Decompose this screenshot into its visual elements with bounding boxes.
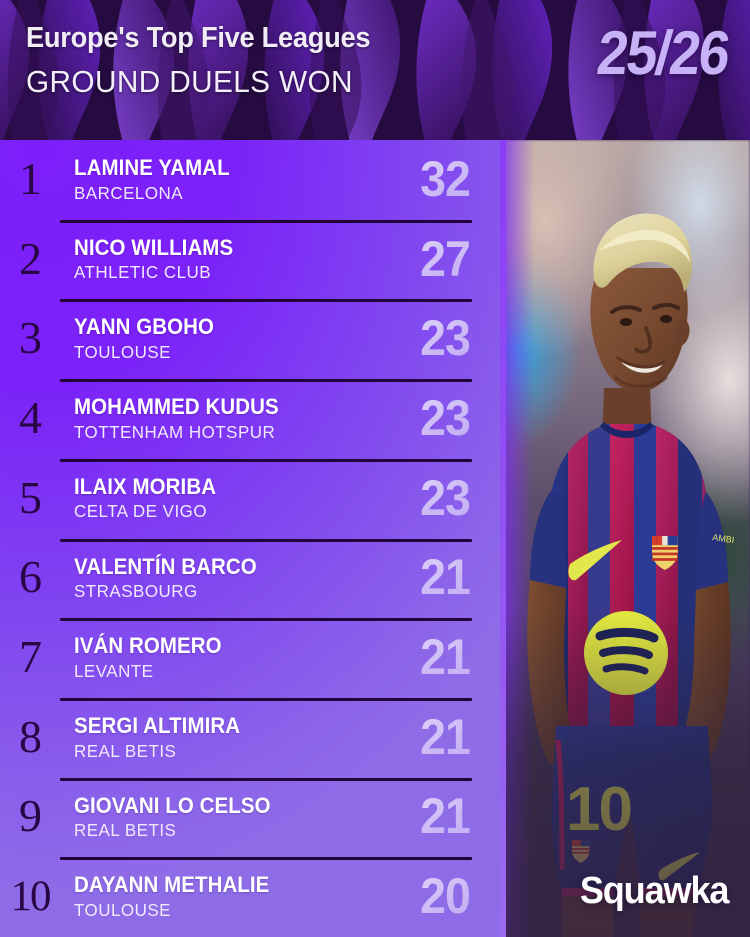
player-name: ILAIX MORIBA <box>74 473 217 499</box>
player-name: NICO WILLIAMS <box>74 234 234 260</box>
player-block: NICO WILLIAMS ATHLETIC CLUB <box>60 234 390 284</box>
stat-value: 23 <box>394 393 496 445</box>
club-name: CELTA DE VIGO <box>74 501 208 522</box>
player-block: GIOVANI LO CELSO REAL BETIS <box>60 792 390 842</box>
stat-value: 23 <box>394 313 496 365</box>
stat-value: 21 <box>394 791 496 843</box>
stat-value: 23 <box>394 473 496 525</box>
player-block: DAYANN METHALIE TOULOUSE <box>60 873 390 921</box>
club-name: REAL BETIS <box>74 820 177 841</box>
stat-value: 20 <box>394 871 496 923</box>
rank-number: 5 <box>19 471 42 523</box>
rank-number: 8 <box>19 710 42 762</box>
stat-value: 21 <box>394 632 496 684</box>
player-name: YANN GBOHO <box>74 314 215 340</box>
page-subtitle: Europe's Top Five Leagues <box>26 22 371 54</box>
table-row: 4 MOHAMMED KUDUS TOTTENHAM HOTSPUR 23 <box>0 379 500 459</box>
player-name: MOHAMMED KUDUS <box>74 394 279 420</box>
table-row: 8 SERGI ALTIMIRA REAL BETIS 21 <box>0 697 500 778</box>
rank-number: 9 <box>19 790 42 842</box>
player-photo-panel: AMBI 10 <box>500 140 750 937</box>
table-row: 5 ILAIX MORIBA CELTA DE VIGO 23 <box>0 458 500 539</box>
rank-number: 10 <box>10 872 52 920</box>
player-name: IVÁN ROMERO <box>74 633 222 659</box>
table-row: 10 DAYANN METHALIE TOULOUSE 20 <box>0 857 500 937</box>
player-block: LAMINE YAMAL BARCELONA <box>60 155 390 204</box>
player-block: MOHAMMED KUDUS TOTTENHAM HOTSPUR <box>60 395 390 443</box>
header-pattern-decoration <box>0 0 750 140</box>
player-block: YANN GBOHO TOULOUSE <box>60 315 390 363</box>
rank-number: 4 <box>19 391 42 443</box>
stat-value: 27 <box>394 234 496 286</box>
club-name: LEVANTE <box>74 660 154 681</box>
photo-bottom-shade <box>500 607 750 937</box>
season-badge: 25/26 <box>593 19 732 88</box>
rank-number: 6 <box>19 551 42 603</box>
rank-number: 7 <box>19 631 42 683</box>
player-block: SERGI ALTIMIRA REAL BETIS <box>60 712 390 762</box>
stat-value: 21 <box>394 712 496 764</box>
club-name: BARCELONA <box>74 182 184 203</box>
club-name: TOULOUSE <box>74 899 171 920</box>
table-row: 3 YANN GBOHO TOULOUSE 23 <box>0 299 500 379</box>
svg-text:AMBI: AMBI <box>712 532 735 545</box>
player-block: ILAIX MORIBA CELTA DE VIGO <box>60 473 390 523</box>
club-name: REAL BETIS <box>74 740 177 761</box>
player-name: DAYANN METHALIE <box>74 872 270 898</box>
player-name: SERGI ALTIMIRA <box>74 712 241 738</box>
club-name: TOULOUSE <box>74 342 171 363</box>
ranking-list-panel: 1 LAMINE YAMAL BARCELONA 32 2 NICO WILLI… <box>0 140 500 937</box>
player-name: VALENTÍN BARCO <box>74 553 257 579</box>
header-banner: Europe's Top Five Leagues GROUND DUELS W… <box>0 0 750 140</box>
rank-number: 1 <box>19 152 42 204</box>
table-row: 7 IVÁN ROMERO LEVANTE 21 <box>0 618 500 698</box>
table-row: 2 NICO WILLIAMS ATHLETIC CLUB 27 <box>0 219 500 300</box>
player-name: LAMINE YAMAL <box>74 155 230 181</box>
club-name: ATHLETIC CLUB <box>74 262 212 283</box>
stat-value: 32 <box>394 154 496 206</box>
header-title-block: Europe's Top Five Leagues GROUND DUELS W… <box>26 22 392 103</box>
player-block: IVÁN ROMERO LEVANTE <box>60 634 390 682</box>
stat-value: 21 <box>394 552 496 604</box>
rank-number: 3 <box>19 312 42 364</box>
squawka-logo: Squawka <box>579 870 729 912</box>
club-name: TOTTENHAM HOTSPUR <box>74 421 276 442</box>
ranking-rows: 1 LAMINE YAMAL BARCELONA 32 2 NICO WILLI… <box>0 140 500 937</box>
page-title: GROUND DUELS WON <box>26 64 353 100</box>
table-row: 6 VALENTÍN BARCO STRASBOURG 21 <box>0 538 500 619</box>
table-row: 9 GIOVANI LO CELSO REAL BETIS 21 <box>0 777 500 858</box>
photo-panel-edge <box>500 140 506 937</box>
table-row: 1 LAMINE YAMAL BARCELONA 32 <box>0 140 500 220</box>
club-name: STRASBOURG <box>74 581 198 602</box>
player-name: GIOVANI LO CELSO <box>74 792 271 818</box>
rank-number: 2 <box>19 232 42 284</box>
player-block: VALENTÍN BARCO STRASBOURG <box>60 553 390 603</box>
